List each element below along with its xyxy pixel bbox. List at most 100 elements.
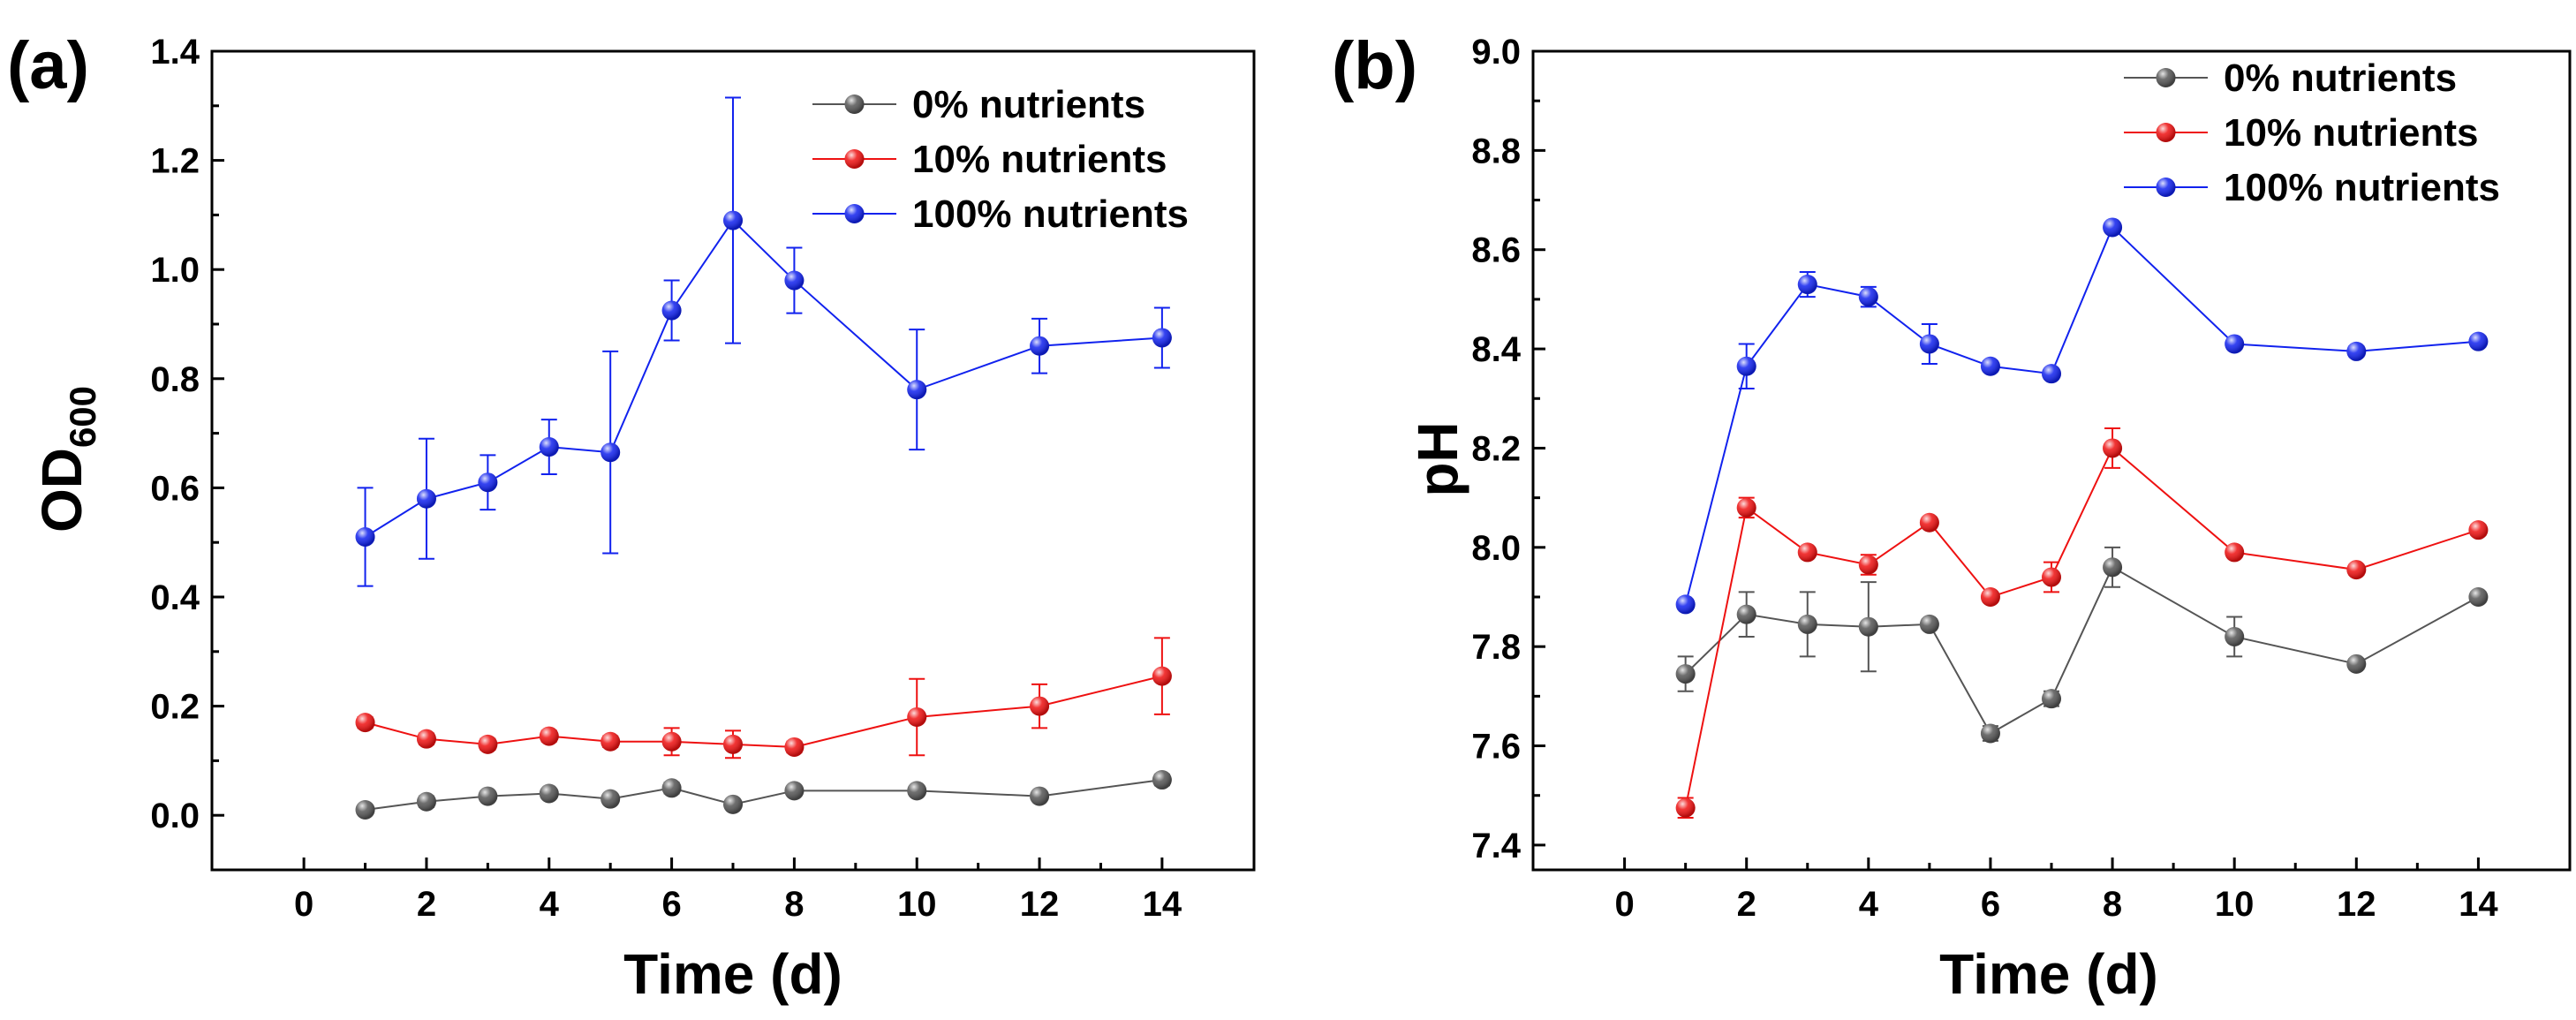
panel-b-label: (b) (1332, 28, 1417, 103)
panel-b-data-point-hundred (1980, 356, 2000, 376)
panel-b-legend-item-zero: 0% nutrients (2124, 57, 2457, 100)
panel-a-data-point-hundred (784, 270, 805, 291)
panel-a-data-point-hundred (601, 442, 621, 463)
panel-b-data-point-zero (2042, 689, 2061, 709)
panel-a-y-title-main: OD (30, 448, 94, 533)
panel-a-x-title: Time (d) (623, 942, 842, 1006)
panel-b-y-tick-label: 9.0 (1471, 33, 1521, 72)
panel-b-y-tick-label: 8.8 (1471, 132, 1521, 170)
panel-a-x-tick-label: 8 (784, 885, 804, 924)
panel-b-data-point-zero (1797, 614, 1817, 634)
panel-a-series-zero (355, 770, 1172, 820)
panel-b-data-point-zero (1675, 664, 1696, 684)
panel-a-legend: 0% nutrients 10% nutrients 100% nutrients (812, 83, 1189, 236)
panel-a-data-point-hundred (723, 210, 743, 230)
panel-a-y-title: OD600 (30, 386, 103, 533)
panel-a-data-point-zero (416, 791, 436, 812)
panel-b-data-point-zero (1858, 616, 1878, 637)
panel-b-data-point-hundred (2225, 334, 2245, 354)
svg-text:OD600: OD600 (30, 386, 103, 533)
panel-b-data-point-hundred (1736, 356, 1756, 376)
panel-b-x-tick-label: 4 (1859, 885, 1879, 924)
panel-b-data-point-hundred (2346, 341, 2367, 361)
panel-b-series-hundred (1675, 217, 2489, 615)
panel-a-data-point-zero (539, 783, 559, 804)
panel-a-data-point-zero (478, 786, 498, 806)
panel-b-data-point-zero (1736, 604, 1756, 624)
panel-b-y-tick-label: 7.4 (1471, 827, 1521, 865)
panel-b-data-point-ten (1919, 512, 1939, 533)
panel-a-data-point-hundred (907, 380, 927, 400)
panel-a: (a) OD600 Time (d) 0 2 4 6 8 10 12 140.00.20.40… (7, 28, 1256, 1006)
panel-b-data-point-hundred (2042, 364, 2061, 384)
panel-a-x-tick-label: 0 (294, 885, 314, 924)
panel-a-data-point-ten (478, 734, 498, 754)
panel-b-plot: 0 2 4 6 8 10 12 14 7.4 7.6 7.8 8.0 8.2 8.4 8.6 8.8 9.0 0%… (1471, 33, 2572, 924)
panel-b-data-point-hundred (1675, 594, 1696, 615)
panel-a-y-tick-label: 0.4 (150, 578, 200, 617)
panel-b-data-point-hundred (1919, 334, 1939, 354)
panel-b-data-point-ten (2225, 542, 2245, 563)
panel-b-data-point-zero (2468, 587, 2489, 607)
panel-b: (b) pH Time (d) 0 2 4 6 8 10 12 14 7.4 7.6 7.8 8.0 8… (1332, 28, 2572, 1006)
panel-b-series-zero (1675, 546, 2489, 744)
panel-a-legend-label-ten: 10% nutrients (912, 138, 1167, 181)
panel-b-y-tick-label: 7.8 (1471, 628, 1521, 667)
panel-a-data-point-ten (661, 731, 682, 752)
panel-b-data-point-ten (1980, 587, 2000, 607)
panel-a-label: (a) (7, 28, 89, 103)
panel-b-x-tick-label: 0 (1614, 885, 1634, 924)
panel-a-y-tick-label: 0.0 (150, 797, 200, 835)
panel-a-y-tick-label: 1.0 (150, 251, 200, 290)
panel-b-data-point-zero (1980, 723, 2000, 744)
panel-a-data-point-hundred (1030, 336, 1050, 356)
panel-a-data-point-hundred (416, 488, 436, 509)
panel-a-legend-item-zero: 0% nutrients (812, 83, 1145, 126)
panel-a-data-point-ten (907, 706, 927, 727)
panel-b-data-point-hundred (1797, 275, 1817, 295)
panel-a-data-point-ten (416, 729, 436, 749)
svg-text:pH: pH (1406, 421, 1469, 496)
panel-a-data-point-hundred (355, 527, 375, 548)
panel-b-legend-label-hundred: 100% nutrients (2224, 166, 2500, 209)
panel-a-data-point-ten (355, 713, 375, 733)
panel-b-data-point-ten (1797, 542, 1817, 563)
panel-b-data-point-hundred (2103, 217, 2123, 238)
panel-b-data-point-ten (2103, 438, 2123, 458)
panel-a-series-ten (355, 637, 1172, 759)
panel-b-legend: 0% nutrients 10% nutrients 100% nutrients (2124, 57, 2500, 209)
panel-a-y-tick-label: 0.2 (150, 688, 200, 727)
panel-a-y-title-sub: 600 (62, 386, 103, 448)
panel-a-data-point-zero (661, 778, 682, 798)
panel-a-x-tick-label: 6 (661, 885, 681, 924)
panel-a-data-point-ten (539, 726, 559, 746)
panel-a-x-tick-label: 12 (1020, 885, 1060, 924)
panel-a-data-point-zero (1152, 770, 1172, 790)
panel-b-y-tick-label: 8.6 (1471, 231, 1521, 270)
panel-a-y-tick-label: 1.4 (150, 33, 200, 72)
panel-b-legend-item-ten: 10% nutrients (2124, 111, 2479, 155)
panel-b-data-point-ten (2346, 560, 2367, 580)
panel-b-legend-label-zero: 0% nutrients (2224, 57, 2457, 100)
panel-b-data-point-ten (1858, 555, 1878, 575)
panel-b-y-title-main: pH (1406, 421, 1469, 496)
panel-b-legend-item-hundred: 100% nutrients (2124, 166, 2500, 209)
panel-b-series-ten (1675, 427, 2489, 820)
panel-b-y-tick-label: 7.6 (1471, 728, 1521, 767)
panel-a-legend-item-ten: 10% nutrients (812, 138, 1167, 181)
panel-b-x-tick-label: 2 (1737, 885, 1756, 924)
panel-a-data-point-zero (1030, 786, 1050, 806)
panel-a-x-tick-label: 4 (540, 885, 560, 924)
panel-b-data-point-hundred (2468, 331, 2489, 351)
panel-b-x-tick-label: 12 (2337, 885, 2376, 924)
panel-a-legend-label-zero: 0% nutrients (912, 83, 1145, 126)
panel-b-x-tick-label: 8 (2103, 885, 2122, 924)
panel-a-y-tick-label: 0.6 (150, 469, 200, 508)
panel-b-y-title: pH (1406, 421, 1469, 496)
panel-b-y-tick-label: 8.2 (1471, 429, 1521, 468)
panel-b-data-point-zero (2346, 654, 2367, 674)
panel-b-data-point-ten (2042, 567, 2061, 587)
panel-a-series-hundred (355, 96, 1172, 587)
panel-a-data-point-ten (601, 731, 621, 752)
